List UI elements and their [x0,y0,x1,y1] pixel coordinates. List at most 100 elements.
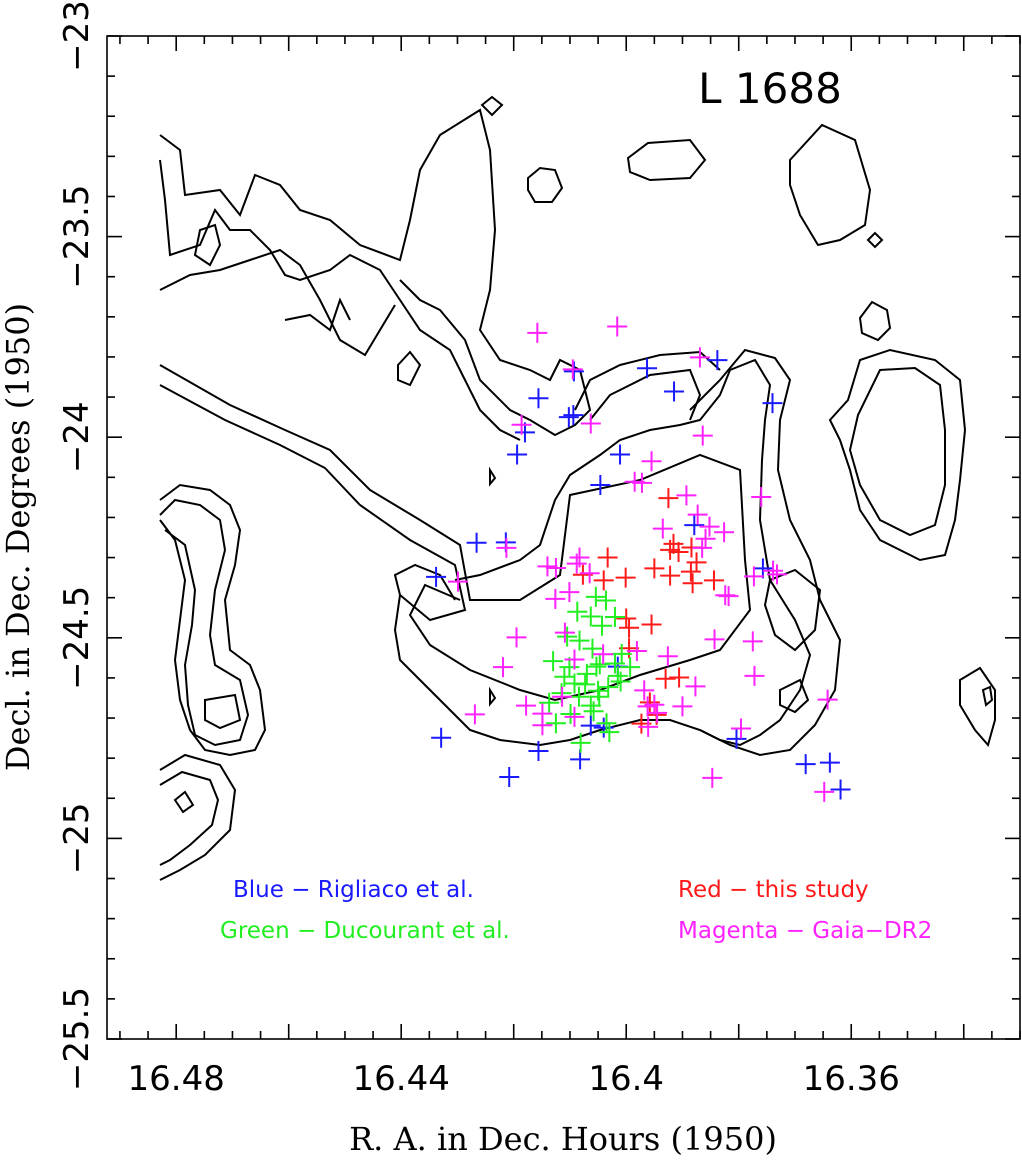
data-point [493,657,514,678]
y-tick-label: −25.5 [57,987,97,1091]
contour-line [159,498,250,747]
contour-line [866,231,884,249]
contour-line [397,350,422,387]
contour-line [480,95,504,117]
data-point [575,674,596,695]
data-point [595,590,616,611]
data-point [597,547,618,568]
contour-line [959,666,996,748]
data-point [466,532,487,553]
x-tick-label: 16.4 [588,1059,664,1099]
data-point [610,671,631,692]
contour-line [393,358,812,747]
data-point [624,471,645,492]
data-point [607,665,628,686]
axis-ticks [107,35,1021,1040]
data-point [552,686,573,707]
data-point [554,622,575,643]
data-point [426,566,447,587]
data-point [579,563,600,584]
data-point [570,732,591,753]
data-point [567,601,588,622]
data-point [506,627,527,648]
x-tick-label: 16.36 [803,1059,900,1099]
data-point [762,393,783,414]
data-point [692,425,713,446]
data-point [593,570,614,591]
data-point [582,638,603,659]
data-point [499,767,520,788]
data-point [707,350,728,371]
data-point [620,657,641,678]
data-point [560,704,581,725]
data-point [752,558,773,579]
data-point [543,651,564,672]
data-point [685,676,706,697]
data-point [590,474,611,495]
data-point [583,701,604,722]
contour-line [159,753,237,881]
contour-line [159,159,521,441]
data-point [669,667,690,688]
data-point [680,561,701,582]
data-point [580,715,601,736]
data-point [672,696,693,717]
data-point [545,557,566,578]
data-point [695,528,716,549]
x-axis-label: R. A. in Dec. Hours (1950) [349,1120,777,1158]
data-point [563,361,584,382]
data-point [817,689,838,710]
contour-line [204,693,242,730]
data-point [726,728,747,749]
data-point [566,553,587,574]
data-point [751,486,772,507]
data-point [537,556,558,577]
data-point [814,781,835,802]
data-point [580,606,601,627]
data-point [516,695,537,716]
contour-line [689,348,842,757]
data-point [619,617,640,638]
data-point [657,646,678,667]
legend-entry-red: Red − this study [678,877,869,903]
data-point [658,488,679,509]
y-tick-label: −24 [57,401,97,473]
data-point [684,515,705,536]
y-axis-label: Decl. in Dec. Degrees (1950) [0,303,37,771]
data-point [655,668,676,689]
data-point [637,358,658,379]
data-point [607,316,628,337]
data-point [795,754,816,775]
data-point [652,518,673,539]
y-tick-label: −25 [57,803,97,875]
data-point [588,680,609,701]
data-point [644,694,665,715]
legend: Blue − Rigliaco et al. Red − this study … [220,877,932,944]
data-point [598,677,619,698]
data-point [660,565,681,586]
contour-line [489,466,497,487]
data-point [634,680,655,701]
data-point [699,516,720,537]
data-point [830,779,851,800]
contour-line [193,223,222,267]
y-tick-label: −23 [57,0,97,72]
data-point [647,702,668,723]
data-point [819,752,840,773]
data-point [545,588,566,609]
data-point [539,692,560,713]
data-point [682,573,703,594]
data-point [641,614,662,635]
data-point [702,767,723,788]
x-tick-label: 16.48 [128,1059,225,1099]
x-tick-labels: 16.48 16.44 16.4 16.36 [128,1059,900,1099]
data-point [766,564,787,585]
data-point [593,717,614,738]
data-point [742,631,763,652]
data-point [527,322,548,343]
data-point [676,485,697,506]
data-point [715,585,736,606]
data-point [744,665,765,686]
data-point [563,405,584,426]
contour-line [858,300,892,342]
